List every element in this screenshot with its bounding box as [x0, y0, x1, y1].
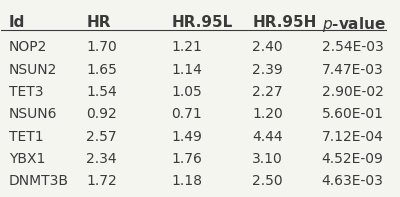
Text: 2.90E-02: 2.90E-02: [322, 85, 384, 99]
Text: 1.05: 1.05: [171, 85, 202, 99]
Text: 4.63E-03: 4.63E-03: [322, 174, 384, 188]
Text: 7.47E-03: 7.47E-03: [322, 63, 384, 77]
Text: 2.40: 2.40: [252, 40, 283, 54]
Text: 4.44: 4.44: [252, 130, 283, 144]
Text: TET1: TET1: [9, 130, 44, 144]
Text: 5.60E-01: 5.60E-01: [322, 107, 384, 121]
Text: 1.21: 1.21: [171, 40, 202, 54]
Text: 2.50: 2.50: [252, 174, 283, 188]
Text: 2.57: 2.57: [86, 130, 117, 144]
Text: $p$-value: $p$-value: [322, 15, 386, 34]
Text: 1.70: 1.70: [86, 40, 117, 54]
Text: 0.92: 0.92: [86, 107, 117, 121]
Text: 1.76: 1.76: [171, 152, 202, 166]
Text: 1.49: 1.49: [171, 130, 202, 144]
Text: 1.54: 1.54: [86, 85, 117, 99]
Text: 2.54E-03: 2.54E-03: [322, 40, 384, 54]
Text: 2.39: 2.39: [252, 63, 283, 77]
Text: YBX1: YBX1: [9, 152, 46, 166]
Text: 0.71: 0.71: [171, 107, 202, 121]
Text: 1.65: 1.65: [86, 63, 117, 77]
Text: 2.34: 2.34: [86, 152, 117, 166]
Text: DNMT3B: DNMT3B: [9, 174, 69, 188]
Text: 3.10: 3.10: [252, 152, 283, 166]
Text: HR: HR: [86, 15, 111, 30]
Text: HR.95H: HR.95H: [252, 15, 317, 30]
Text: 4.52E-09: 4.52E-09: [322, 152, 384, 166]
Text: 1.72: 1.72: [86, 174, 117, 188]
Text: NOP2: NOP2: [9, 40, 48, 54]
Text: 1.18: 1.18: [171, 174, 202, 188]
Text: 1.20: 1.20: [252, 107, 283, 121]
Text: 7.12E-04: 7.12E-04: [322, 130, 384, 144]
Text: HR.95L: HR.95L: [171, 15, 232, 30]
Text: 1.14: 1.14: [171, 63, 202, 77]
Text: NSUN2: NSUN2: [9, 63, 58, 77]
Text: TET3: TET3: [9, 85, 44, 99]
Text: 2.27: 2.27: [252, 85, 283, 99]
Text: Id: Id: [9, 15, 26, 30]
Text: NSUN6: NSUN6: [9, 107, 58, 121]
